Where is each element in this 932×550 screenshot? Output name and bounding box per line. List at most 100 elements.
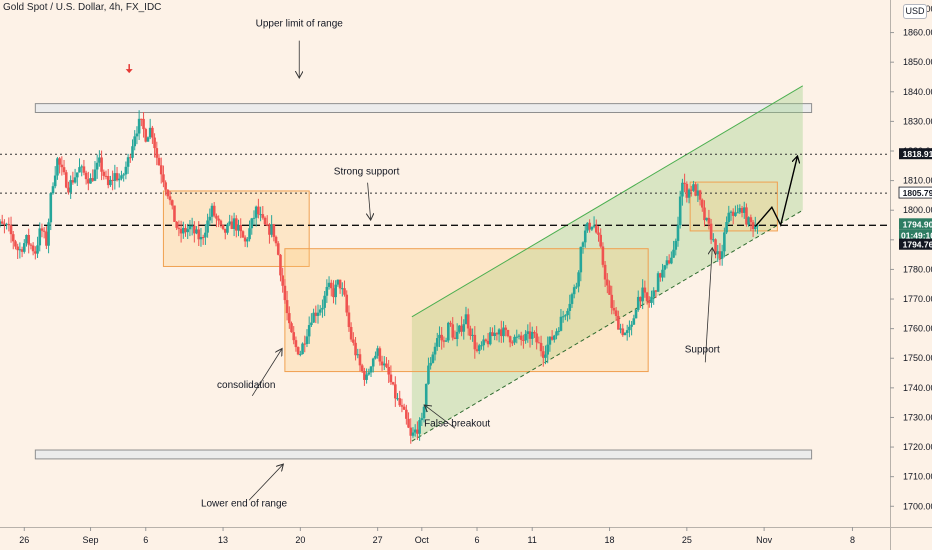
candle-body[interactable] [133,136,137,147]
candle-body[interactable] [630,324,633,327]
candle-body[interactable] [347,312,351,327]
candle-body[interactable] [517,335,521,337]
candle-body[interactable] [751,222,755,230]
candle-body[interactable] [288,313,291,324]
candle-body[interactable] [683,182,686,184]
candle-body[interactable] [742,207,746,213]
candle-body[interactable] [140,118,143,120]
candle-body[interactable] [148,127,152,138]
candle-body[interactable] [34,251,37,254]
candle-body[interactable] [93,169,97,181]
candle-body[interactable] [274,236,278,244]
candle-body[interactable] [753,226,757,230]
candle-body[interactable] [564,315,567,317]
candle-body[interactable] [590,226,594,230]
candle-body[interactable] [62,167,66,173]
candle-body[interactable] [740,208,744,213]
candle-body[interactable] [270,224,273,235]
candle-body[interactable] [389,374,393,383]
candle-body[interactable] [597,232,600,235]
candle-body[interactable] [579,246,583,273]
candle-body[interactable] [553,335,556,340]
candle-body[interactable] [725,222,728,233]
candle-body[interactable] [438,334,441,339]
candle-body[interactable] [530,332,534,339]
candle-body[interactable] [628,326,631,331]
candle-body[interactable] [188,226,192,230]
signal-arrow-icon[interactable] [125,69,133,74]
candle-body[interactable] [29,244,33,246]
candle-body[interactable] [610,294,614,308]
candle-body[interactable] [643,287,647,293]
currency-badge[interactable]: USD [903,4,927,19]
candle-body[interactable] [477,345,481,351]
candle-body[interactable] [241,231,245,238]
candle-body[interactable] [263,217,267,225]
candle-body[interactable] [614,310,618,316]
candle-body[interactable] [462,324,466,332]
consolidation-box-2[interactable] [284,248,649,373]
candle-body[interactable] [433,346,437,355]
candle-body[interactable] [38,228,42,246]
candle-body[interactable] [276,243,280,255]
candle-body[interactable] [257,206,260,215]
candle-body[interactable] [709,223,713,240]
candle-body[interactable] [248,228,251,240]
upper-range-zone[interactable] [34,103,813,114]
candle-body[interactable] [71,180,75,183]
candle-body[interactable] [575,286,578,288]
candle-body[interactable] [20,249,24,252]
candle-body[interactable] [511,342,514,344]
candle-body[interactable] [301,343,304,355]
candle-body[interactable] [592,225,596,227]
candle-body[interactable] [272,224,276,237]
candle-body[interactable] [696,190,700,196]
candle-body[interactable] [572,287,576,295]
candle-body[interactable] [394,384,397,399]
candle-body[interactable] [371,358,375,367]
candle-body[interactable] [535,333,538,343]
candle-body[interactable] [78,167,81,173]
candle-body[interactable] [497,329,501,335]
candle-body[interactable] [689,189,693,191]
candle-body[interactable] [131,146,134,158]
candle-body[interactable] [491,332,494,336]
candle-body[interactable] [321,307,324,310]
candle-body[interactable] [442,340,446,342]
candle-body[interactable] [636,296,640,310]
candle-body[interactable] [559,316,563,331]
candle-body[interactable] [665,260,669,266]
candle-body[interactable] [570,294,574,304]
candle-body[interactable] [115,173,119,181]
candle-body[interactable] [705,217,708,221]
candle-body[interactable] [36,245,39,254]
candle-body[interactable] [727,212,731,223]
candle-body[interactable] [84,172,88,180]
candle-body[interactable] [329,282,333,289]
candle-body[interactable] [146,137,150,142]
candle-body[interactable] [153,137,156,149]
candle-body[interactable] [365,374,368,380]
candle-body[interactable] [557,330,561,332]
candle-body[interactable] [338,279,342,289]
symbol-title[interactable]: Gold Spot / U.S. Dollar, 4h, FX_IDC [3,2,162,13]
candle-body[interactable] [583,230,587,243]
candle-body[interactable] [82,166,86,173]
candle-body[interactable] [104,175,108,177]
candle-body[interactable] [678,196,682,226]
annotation-label[interactable]: Lower end of range [201,498,288,509]
candle-body[interactable] [53,175,57,187]
candle-body[interactable] [625,330,629,334]
candle-body[interactable] [87,179,90,184]
candle-body[interactable] [712,239,715,241]
candle-body[interactable] [360,365,364,372]
candle-body[interactable] [676,225,680,241]
candle-body[interactable] [504,327,508,330]
candle-body[interactable] [734,212,737,216]
candle-body[interactable] [157,157,161,166]
candle-body[interactable] [429,362,432,366]
annotation-label[interactable]: Support [685,344,720,355]
candle-body[interactable] [305,336,309,345]
candle-body[interactable] [672,249,675,258]
candle-body[interactable] [745,207,748,225]
